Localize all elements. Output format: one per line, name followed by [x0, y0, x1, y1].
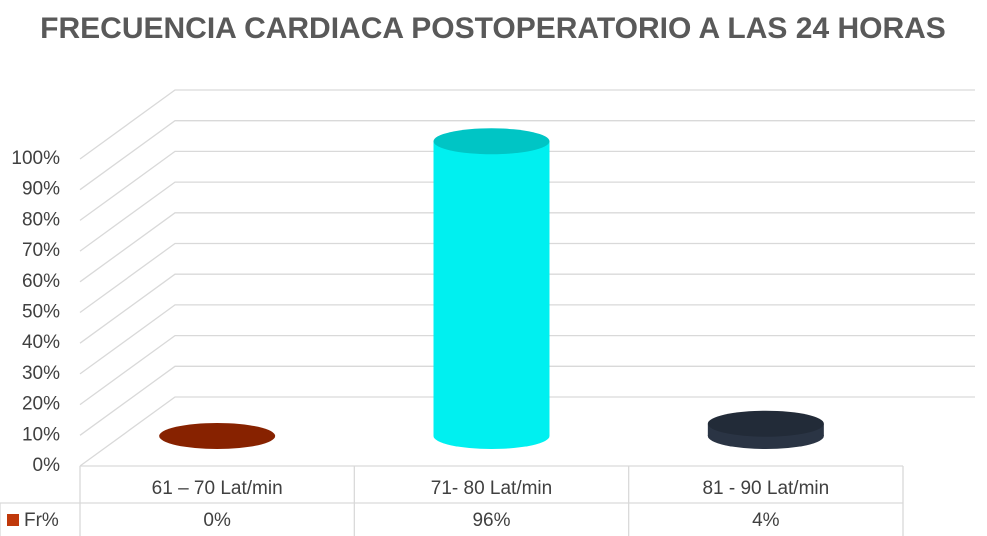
bar — [433, 141, 550, 436]
y-tick-label: 30% — [22, 363, 60, 384]
grid-line — [79, 181, 975, 252]
y-tick-label: 80% — [22, 209, 60, 230]
grid-line — [79, 120, 975, 191]
bar-cap — [707, 410, 824, 437]
y-tick-label: 0% — [33, 455, 61, 476]
y-tick-label: 50% — [22, 302, 60, 323]
y-tick-label: 90% — [22, 179, 60, 200]
value-label: 4% — [752, 510, 780, 531]
grid-line — [79, 396, 975, 467]
legend-label: Fr% — [24, 510, 59, 531]
y-tick-label: 70% — [22, 240, 60, 261]
value-label: 96% — [472, 510, 510, 531]
y-tick-label: 40% — [22, 332, 60, 353]
grid-line — [79, 89, 975, 160]
x-tick-label: 61 – 70 Lat/min — [152, 478, 283, 499]
grid-line — [79, 212, 975, 283]
x-tick-label: 71- 80 Lat/min — [431, 478, 552, 499]
grid-line — [79, 273, 975, 344]
grid-line — [79, 304, 975, 375]
grid-line — [79, 150, 975, 221]
bar-cap — [433, 128, 550, 155]
y-tick-label: 100% — [11, 148, 60, 169]
bar-cap — [159, 423, 276, 449]
y-tick-label: 10% — [22, 424, 60, 445]
x-tick-label: 81 - 90 Lat/min — [702, 478, 829, 499]
value-label: 0% — [203, 510, 231, 531]
legend-swatch — [7, 514, 19, 526]
y-tick-label: 60% — [22, 271, 60, 292]
grid-line — [79, 334, 975, 406]
chart-title: FRECUENCIA CARDIACA POSTOPERATORIO A LAS… — [40, 12, 946, 45]
grid-line — [79, 365, 975, 436]
y-tick-label: 20% — [22, 394, 60, 415]
grid-line — [79, 242, 975, 314]
